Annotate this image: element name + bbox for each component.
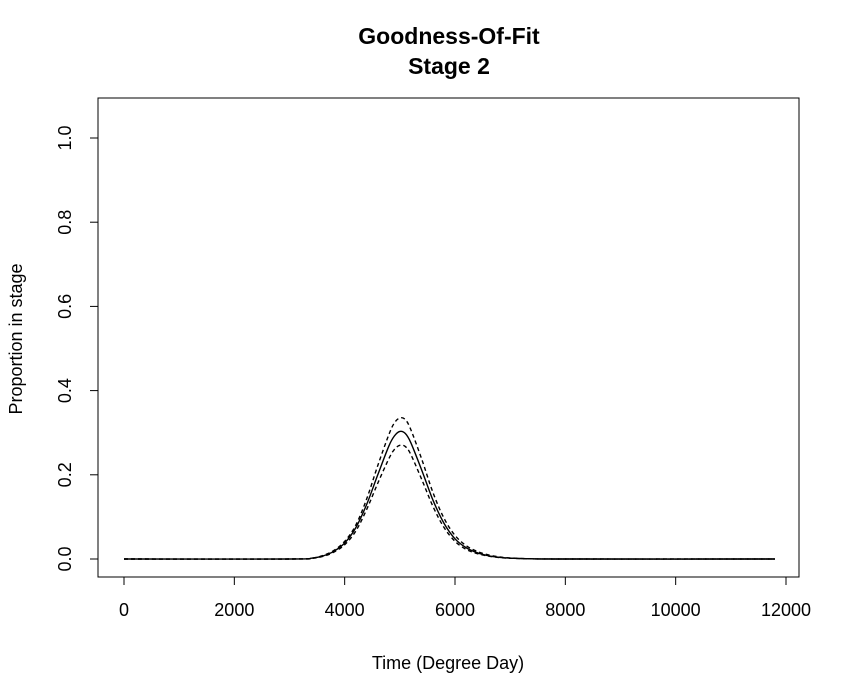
x-tick-label: 6000 (435, 600, 475, 620)
y-tick-label: 0.8 (55, 210, 75, 235)
x-axis-label: Time (Degree Day) (372, 653, 524, 673)
x-tick-label: 12000 (761, 600, 811, 620)
x-axis: 0 2000 4000 6000 8000 10000 12000 (119, 576, 811, 620)
x-tick-label: 0 (119, 600, 129, 620)
chart-subtitle: Stage 2 (408, 53, 490, 79)
chart-title: Goodness-Of-Fit (358, 23, 540, 49)
y-axis: 0.0 0.2 0.4 0.6 0.8 1.0 (55, 125, 99, 572)
x-tick-label: 2000 (214, 600, 254, 620)
series-layer (123, 417, 775, 560)
y-tick-label: 0.0 (55, 546, 75, 571)
x-tick-label: 10000 (651, 600, 701, 620)
y-tick-label: 1.0 (55, 125, 75, 150)
x-tick-label: 8000 (545, 600, 585, 620)
fitted-line (123, 430, 775, 560)
lower-bound-line (123, 444, 775, 560)
y-axis-label: Proportion in stage (6, 263, 26, 414)
y-tick-label: 0.4 (55, 378, 75, 403)
y-tick-label: 0.2 (55, 462, 75, 487)
x-tick-label: 4000 (325, 600, 365, 620)
plot-frame (97, 97, 800, 578)
y-tick-label: 0.6 (55, 294, 75, 319)
upper-bound-line (123, 417, 775, 560)
